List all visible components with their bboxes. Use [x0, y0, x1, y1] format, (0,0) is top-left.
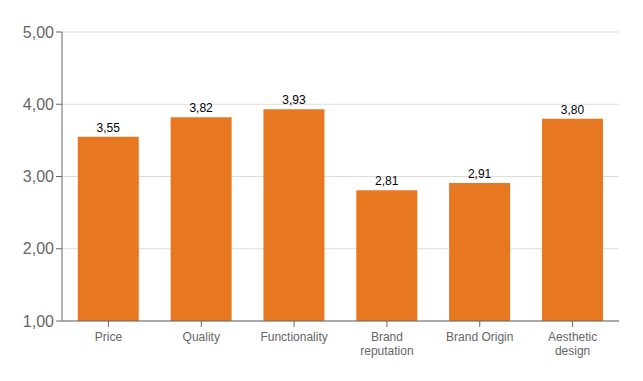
svg-text:5,00: 5,00	[23, 24, 54, 41]
svg-text:3,93: 3,93	[282, 93, 306, 107]
svg-text:3,80: 3,80	[561, 103, 585, 117]
svg-text:Brand Origin: Brand Origin	[446, 330, 513, 344]
svg-text:3,00: 3,00	[23, 168, 54, 185]
svg-text:3,55: 3,55	[97, 121, 121, 135]
svg-text:1,00: 1,00	[23, 313, 54, 330]
svg-text:2,91: 2,91	[468, 167, 492, 181]
svg-text:Aestheticdesign: Aestheticdesign	[548, 330, 597, 358]
svg-text:Brandreputation: Brandreputation	[360, 330, 413, 358]
svg-text:3,82: 3,82	[189, 101, 213, 115]
svg-text:4,00: 4,00	[23, 96, 54, 113]
svg-text:Quality: Quality	[183, 330, 220, 344]
svg-text:Price: Price	[95, 330, 123, 344]
svg-text:2,00: 2,00	[23, 240, 54, 257]
svg-text:2,81: 2,81	[375, 174, 399, 188]
svg-text:Functionality: Functionality	[260, 330, 327, 344]
